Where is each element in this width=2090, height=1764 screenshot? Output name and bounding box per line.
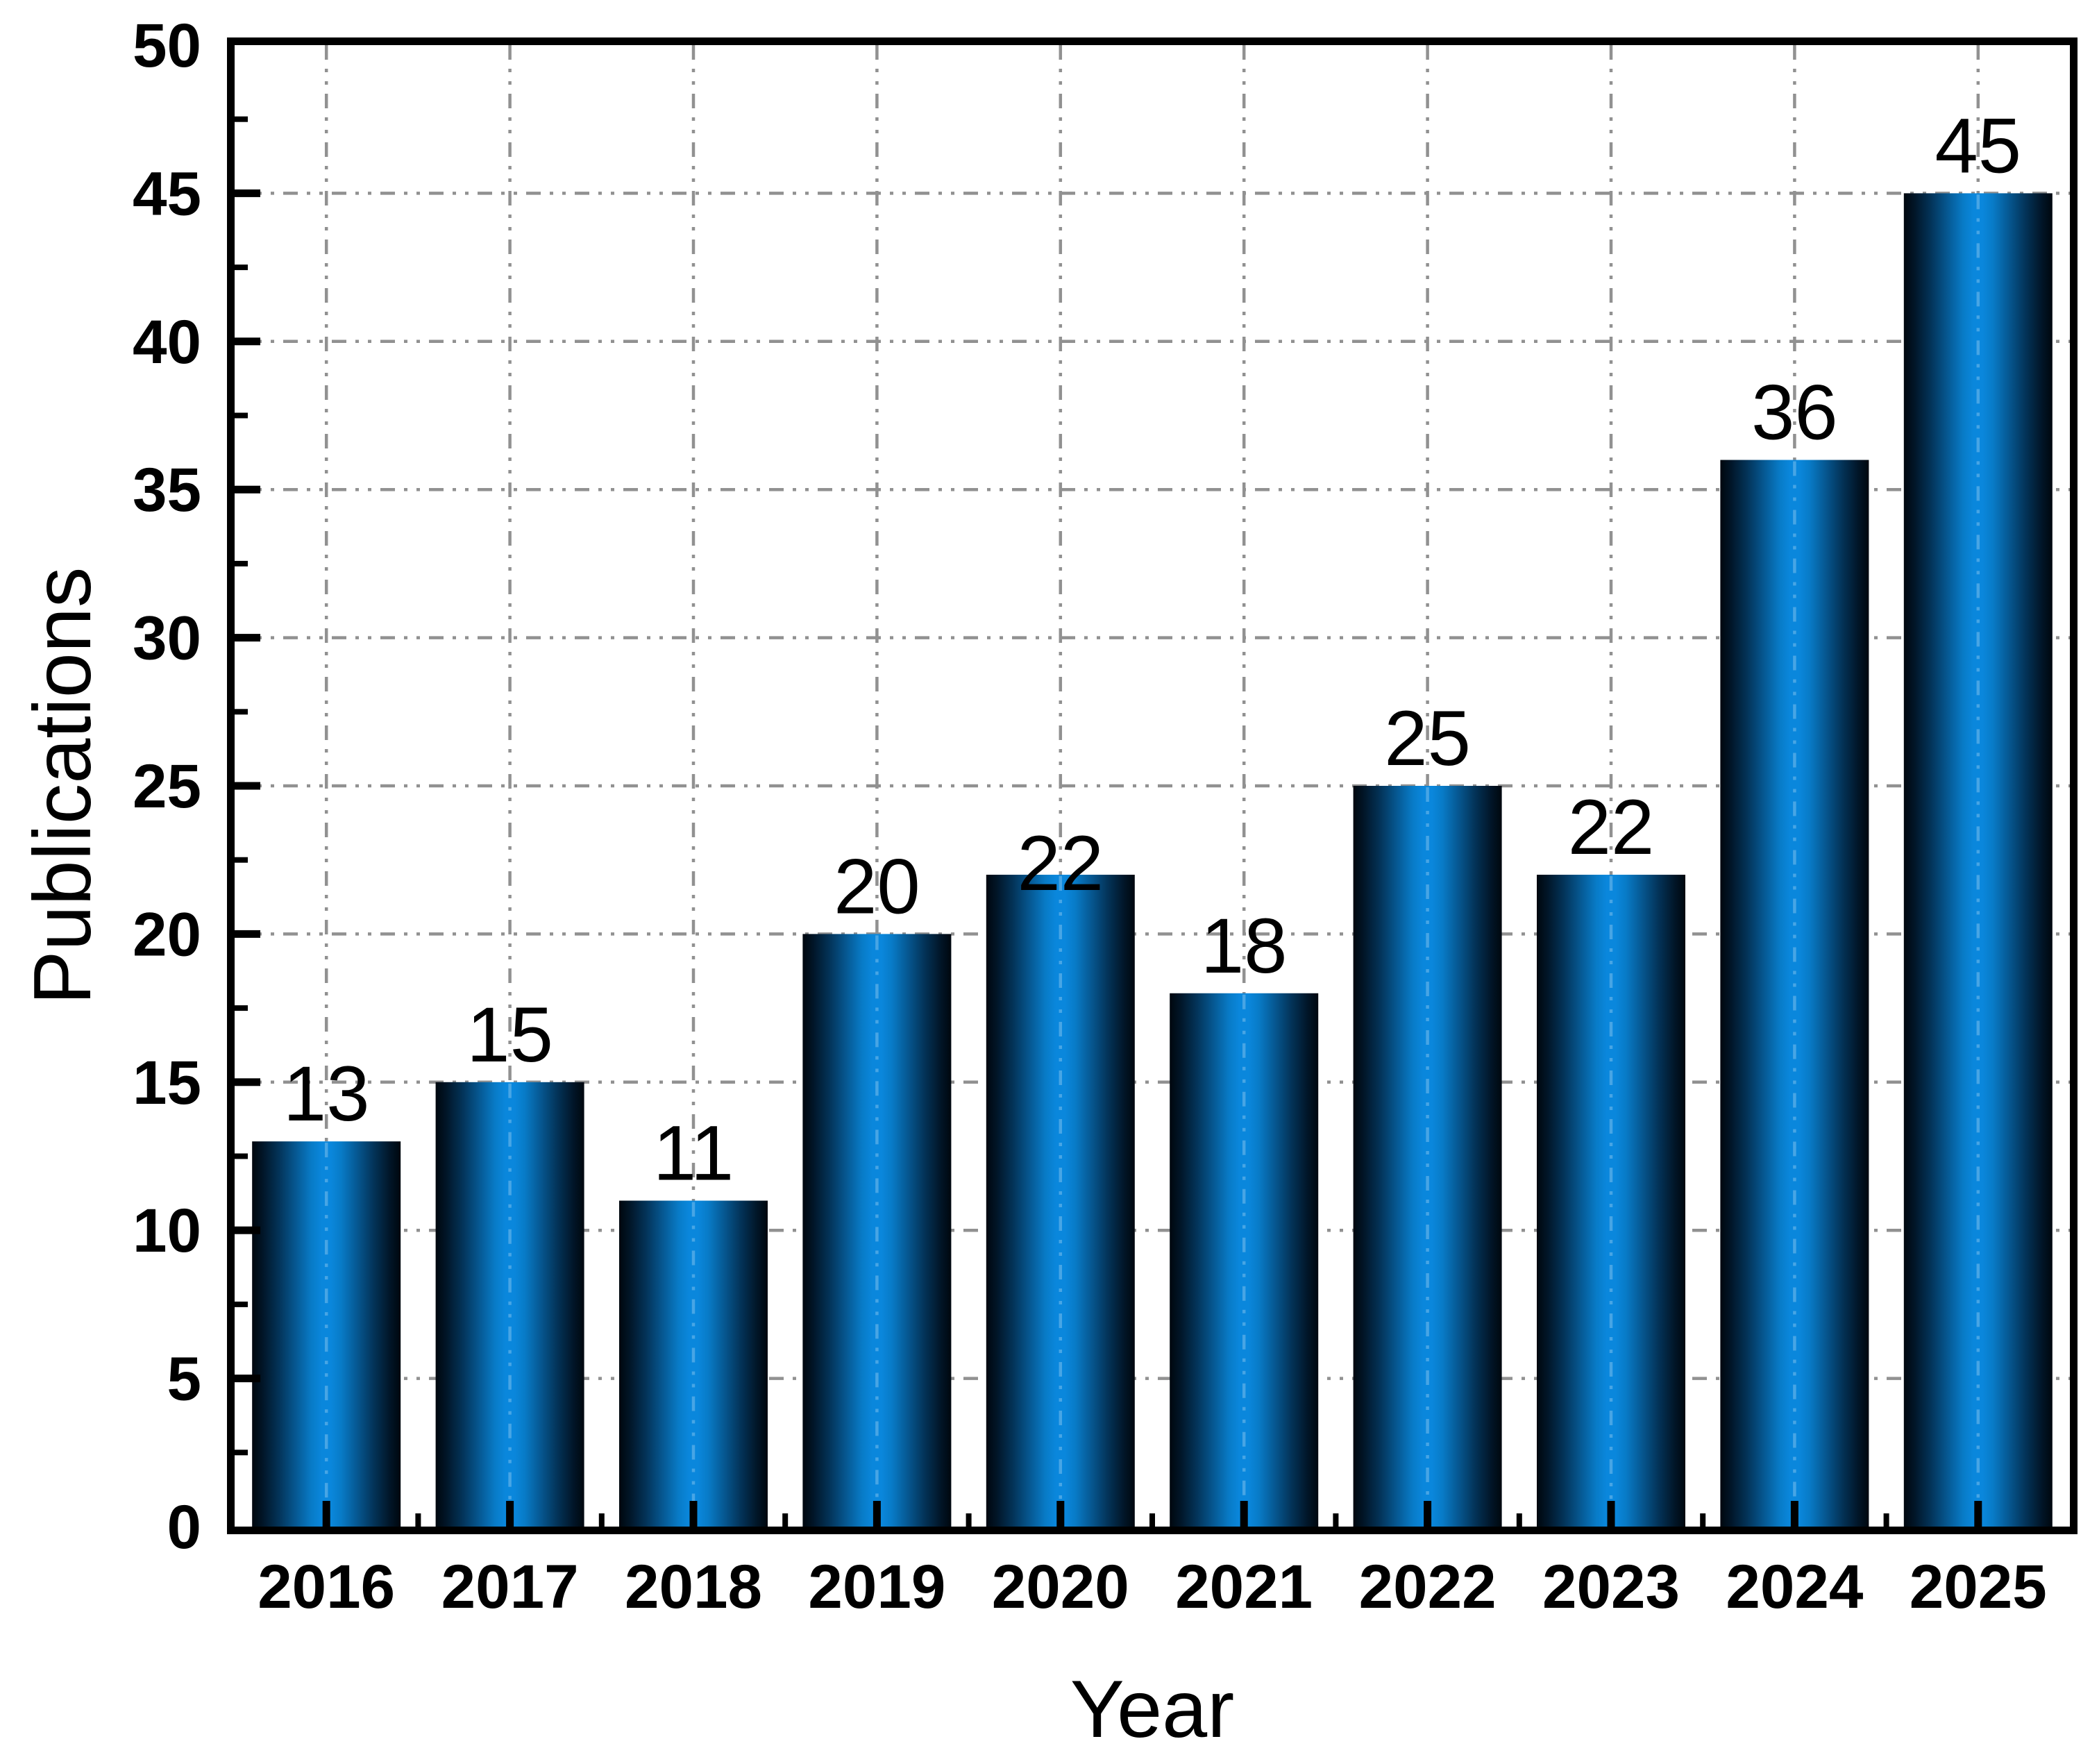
value-label-2021: 18 (1201, 902, 1288, 989)
frame-layer (227, 37, 2078, 1534)
x-tick-label-2019: 2019 (808, 1552, 945, 1621)
y-tick-minor-12.5 (235, 1153, 248, 1159)
y-tick-major-20 (235, 930, 260, 938)
x-tick-minor-2 (598, 1513, 605, 1527)
bar-2018 (619, 1200, 768, 1527)
y-tick-minor-7.5 (235, 1301, 248, 1307)
bar-2017 (435, 1082, 584, 1527)
y-tick-label-45: 45 (133, 158, 201, 228)
bar-2016 (252, 1141, 401, 1527)
x-tick-label-2017: 2017 (441, 1552, 579, 1621)
y-tick-major-5 (235, 1375, 260, 1383)
bar-2020 (986, 875, 1135, 1527)
x-tick-label-2018: 2018 (625, 1552, 762, 1621)
x-tick-minor-9 (1883, 1513, 1889, 1527)
y-tick-major-25 (235, 782, 260, 790)
y-tick-label-15: 15 (133, 1048, 201, 1117)
x-tick-major-2025 (1974, 1501, 1982, 1527)
value-label-2017: 15 (466, 991, 553, 1078)
x-tick-major-2023 (1607, 1501, 1615, 1527)
y-tick-label-40: 40 (133, 307, 201, 376)
value-label-2024: 36 (1751, 369, 1838, 456)
x-tick-major-2016 (322, 1501, 330, 1527)
y-tick-major-30 (235, 634, 260, 642)
x-tick-minor-4 (966, 1513, 972, 1527)
x-tick-minor-8 (1700, 1513, 1706, 1527)
y-tick-label-20: 20 (133, 899, 201, 968)
bar-2022 (1353, 786, 1502, 1527)
x-tick-label-2022: 2022 (1359, 1552, 1497, 1621)
x-tick-minor-6 (1333, 1513, 1339, 1527)
value-label-2018: 11 (653, 1110, 734, 1197)
y-tick-major-45 (235, 189, 260, 197)
y-tick-minor-2.5 (235, 1450, 248, 1456)
x-tick-label-2023: 2023 (1542, 1552, 1680, 1621)
y-tick-label-0: 0 (167, 1492, 202, 1561)
y-tick-major-40 (235, 337, 260, 346)
x-tick-major-2018 (689, 1501, 698, 1527)
y-tick-minor-17.5 (235, 1005, 248, 1011)
x-tick-label-2021: 2021 (1175, 1552, 1313, 1621)
value-label-2019: 20 (834, 843, 920, 930)
value-label-2022: 25 (1384, 695, 1471, 782)
y-tick-label-35: 35 (133, 455, 201, 524)
y-tick-label-50: 50 (133, 10, 201, 80)
x-tick-label-2024: 2024 (1726, 1552, 1863, 1621)
y-tick-minor-22.5 (235, 857, 248, 863)
x-tick-minor-7 (1516, 1513, 1522, 1527)
y-tick-minor-47.5 (235, 116, 248, 122)
x-tick-major-2020 (1056, 1501, 1065, 1527)
y-axis-title: Publications (17, 567, 108, 1005)
value-label-2023: 22 (1568, 784, 1655, 871)
y-tick-major-10 (235, 1226, 260, 1234)
x-tick-major-2022 (1424, 1501, 1432, 1527)
value-label-2020: 22 (1018, 820, 1104, 907)
x-tick-label-2016: 2016 (258, 1552, 395, 1621)
bar-2019 (802, 934, 952, 1527)
value-label-2025: 45 (1935, 102, 2022, 189)
x-tick-minor-3 (782, 1513, 789, 1527)
x-tick-minor-1 (415, 1513, 421, 1527)
x-tick-minor-5 (1149, 1513, 1155, 1527)
plot-frame (227, 37, 2078, 1534)
x-tick-label-2020: 2020 (992, 1552, 1129, 1621)
y-tick-minor-27.5 (235, 709, 248, 715)
bar-2024 (1720, 460, 1869, 1527)
x-tick-major-2024 (1790, 1501, 1798, 1527)
y-tick-minor-42.5 (235, 264, 248, 271)
y-tick-label-30: 30 (133, 603, 201, 673)
ticks-layer (235, 116, 1982, 1527)
y-tick-minor-37.5 (235, 412, 248, 419)
y-tick-label-5: 5 (167, 1344, 202, 1413)
x-tick-label-2025: 2025 (1910, 1552, 2047, 1621)
x-tick-major-2019 (873, 1501, 881, 1527)
x-tick-major-2021 (1240, 1501, 1248, 1527)
value-label-2016: 13 (283, 1050, 370, 1137)
y-tick-label-10: 10 (133, 1195, 201, 1265)
bar-2025 (1903, 193, 2053, 1527)
bars-layer (252, 193, 2053, 1527)
y-tick-label-25: 25 (133, 751, 201, 821)
y-tick-minor-32.5 (235, 560, 248, 566)
bar-2021 (1170, 993, 1319, 1527)
y-tick-major-35 (235, 485, 260, 494)
x-axis-title: Year (1070, 1663, 1234, 1754)
y-tick-major-15 (235, 1078, 260, 1086)
bar-2023 (1537, 875, 1685, 1527)
x-tick-major-2017 (506, 1501, 514, 1527)
